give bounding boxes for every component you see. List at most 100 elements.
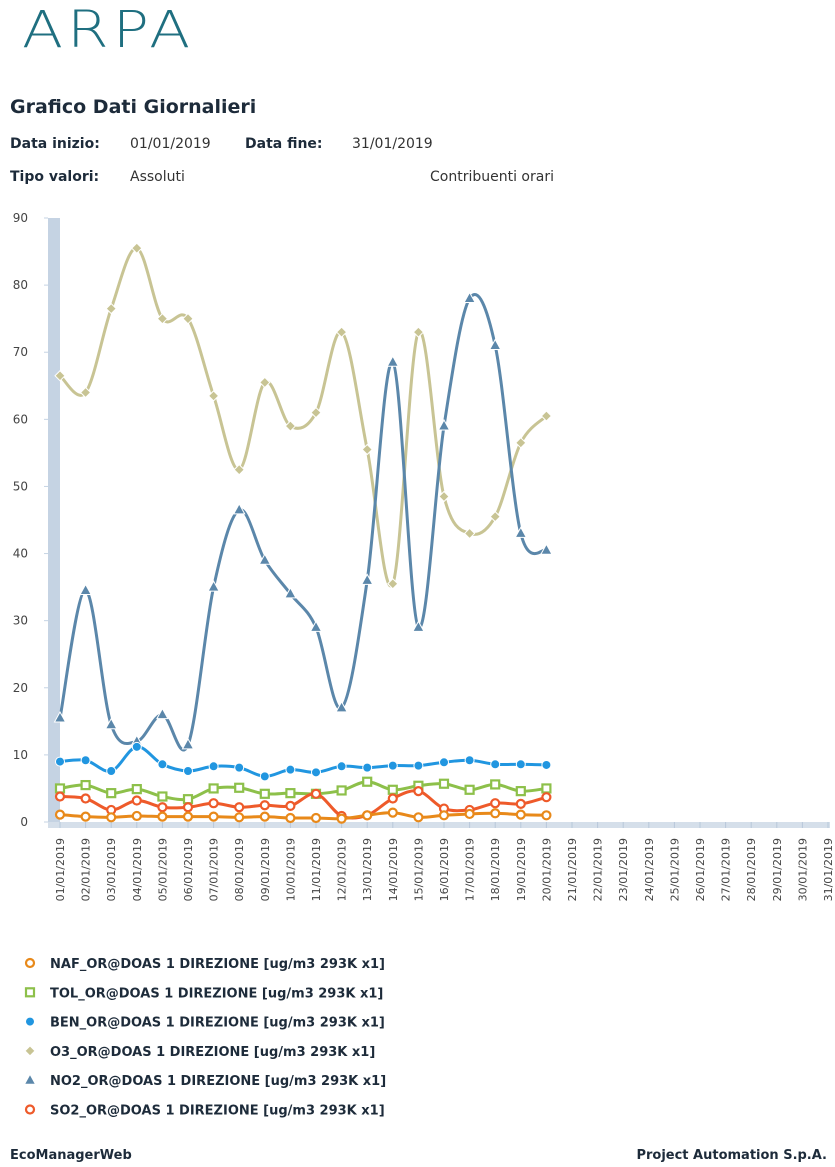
point: [208, 798, 219, 809]
series-line: [58, 246, 548, 588]
x-tick-label: 17/01/2019: [464, 838, 477, 901]
point: [258, 553, 272, 565]
point: [106, 788, 117, 799]
label: Tipo valori:: [10, 169, 100, 185]
point: [80, 779, 91, 791]
point: [515, 809, 526, 820]
point: [54, 809, 66, 820]
label: Data fine:: [245, 136, 323, 152]
x-tick-label: 04/01/2019: [131, 838, 144, 901]
y-tick-label: 60: [13, 412, 28, 426]
x-tick-label: 26/01/2019: [694, 838, 707, 901]
point: [54, 370, 66, 382]
point: [362, 762, 373, 773]
point: [157, 791, 168, 802]
x-axis: [48, 822, 830, 828]
point: [489, 510, 501, 523]
x-tick-label: 03/01/2019: [105, 838, 118, 901]
point: [131, 242, 143, 254]
point: [488, 338, 502, 351]
point: [515, 786, 526, 797]
point: [412, 326, 425, 338]
point: [285, 800, 296, 811]
point: [336, 813, 347, 824]
point: [387, 760, 398, 771]
point: [413, 812, 424, 823]
point: [311, 767, 321, 778]
x-tick-label: 24/01/2019: [643, 838, 656, 901]
legend-label: TOL_OR@DOAS 1 DIREZIONE [ug/m3 293K x1]: [50, 986, 383, 1001]
point: [541, 783, 552, 794]
y-tick-label: 20: [13, 681, 28, 695]
x-tick-label: 21/01/2019: [566, 838, 579, 901]
x-tick-label: 13/01/2019: [361, 838, 374, 901]
point: [387, 784, 398, 795]
point: [335, 700, 348, 713]
point: [131, 810, 142, 822]
logo: ARPA: [22, 0, 195, 60]
point: [362, 776, 373, 787]
legend-label: SO2_OR@DOAS 1 DIREZIONE [ug/m3 293K x1]: [50, 1104, 385, 1119]
point: [285, 764, 296, 775]
point: [412, 620, 425, 632]
point: [80, 755, 91, 766]
point: [54, 791, 66, 802]
point: [259, 811, 270, 822]
point: [181, 737, 195, 750]
point: [79, 386, 92, 399]
x-tick-label: 14/01/2019: [387, 838, 400, 901]
x-tick-label: 28/01/2019: [745, 838, 758, 901]
legend-label: NO2_OR@DOAS 1 DIREZIONE [ug/m3 293K x1]: [50, 1074, 386, 1089]
point: [55, 756, 65, 767]
x-tick-label: 18/01/2019: [489, 838, 502, 901]
point: [438, 810, 450, 821]
point: [259, 800, 270, 811]
point: [24, 957, 36, 969]
point: [131, 795, 142, 806]
y-tick-label: 30: [13, 614, 28, 628]
point: [80, 811, 91, 822]
point: [157, 759, 168, 770]
point: [208, 783, 219, 794]
point: [490, 798, 501, 809]
series-line: [58, 293, 548, 752]
x-tick-label: 31/01/2019: [822, 838, 835, 901]
point: [105, 302, 117, 315]
type-value: Assoluti: [130, 169, 185, 185]
point: [106, 812, 117, 823]
point: [285, 812, 296, 824]
start-value: 01/01/2019: [130, 136, 211, 152]
point: [490, 808, 501, 819]
legend-label: BEN_OR@DOAS 1 DIREZIONE [ug/m3 293K x1]: [50, 1016, 385, 1031]
point: [335, 326, 348, 338]
y-tick-label: 90: [13, 211, 28, 225]
point: [182, 811, 194, 822]
y-axis: [48, 218, 60, 822]
start-label: Data inizio:: [10, 136, 100, 152]
point: [157, 802, 168, 813]
point: [131, 784, 142, 795]
point: [24, 1045, 36, 1057]
point: [131, 741, 142, 752]
point: [438, 490, 450, 503]
point: [515, 437, 527, 449]
point: [284, 586, 297, 599]
point: [53, 710, 67, 723]
point: [361, 443, 373, 456]
point: [490, 779, 501, 790]
point: [259, 788, 270, 799]
x-tick-label: 25/01/2019: [668, 838, 681, 901]
point: [463, 527, 476, 540]
x-tick-label: 19/01/2019: [515, 838, 528, 901]
point: [336, 761, 347, 772]
x-tick-label: 05/01/2019: [156, 838, 169, 901]
point: [464, 784, 475, 795]
point: [259, 771, 270, 782]
point: [541, 810, 552, 821]
point: [157, 811, 168, 822]
point: [156, 312, 169, 325]
x-tick-label: 02/01/2019: [80, 838, 93, 901]
option-link[interactable]: Contribuenti orari: [430, 169, 554, 185]
point: [207, 390, 220, 402]
